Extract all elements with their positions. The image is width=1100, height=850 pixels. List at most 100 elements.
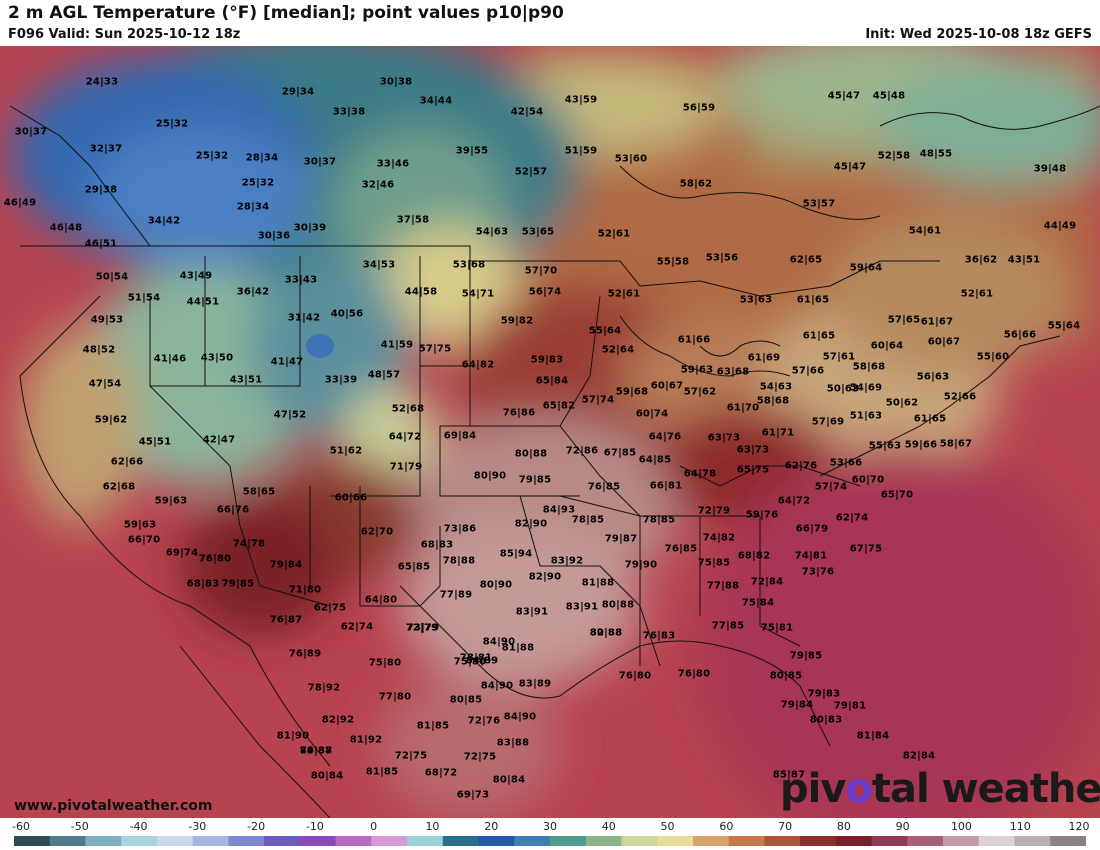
- point-value-label: 48|52: [82, 344, 116, 356]
- point-value-label: 58|68: [756, 395, 790, 407]
- point-value-label: 33|39: [324, 374, 358, 386]
- point-value-label: 39|48: [1033, 163, 1067, 175]
- point-value-label: 34|53: [362, 259, 396, 271]
- map-background: [0, 46, 1100, 818]
- point-value-label: 61|65: [802, 330, 836, 342]
- point-value-label: 61|67: [920, 316, 954, 328]
- temperature-map[interactable]: 24|33 29|34 30|38 34|44 43|59 56|59 45|47 45|48…: [0, 46, 1100, 818]
- point-value-label: 54|63: [475, 226, 509, 238]
- point-value-label: 79|84: [780, 699, 814, 711]
- point-value-label: 55|58: [656, 256, 690, 268]
- point-value-label: 53|56: [705, 252, 739, 264]
- point-value-label: 78|81: [459, 652, 493, 664]
- point-value-label: 79|85: [518, 474, 552, 486]
- point-value-label: 56|59: [682, 102, 716, 114]
- point-value-label: 84|90: [482, 636, 516, 648]
- color-bar-segment: [835, 836, 873, 846]
- point-value-label: 44|49: [1043, 220, 1077, 232]
- scale-tick-label: 100: [950, 820, 972, 833]
- point-value-label: 69|73: [456, 789, 490, 801]
- point-value-label: 64|80: [364, 594, 398, 606]
- point-value-label: 83|91: [565, 601, 599, 613]
- point-value-label: 79|85: [221, 578, 255, 590]
- point-value-label: 78|88: [442, 555, 476, 567]
- point-value-label: 57|69: [811, 416, 845, 428]
- point-value-label: 75|85: [697, 557, 731, 569]
- point-value-label: 65|85: [397, 561, 431, 573]
- point-value-label: 65|70: [880, 489, 914, 501]
- point-value-label: 47|52: [273, 409, 307, 421]
- point-value-label: 59|68: [615, 386, 649, 398]
- point-value-label: 45|47: [833, 161, 867, 173]
- point-value-label: 60|70: [851, 474, 885, 486]
- point-value-label: 58|62: [679, 178, 713, 190]
- point-value-label: 69|74: [165, 547, 199, 559]
- point-value-label: 60|67: [927, 336, 961, 348]
- point-value-label: 44|58: [404, 286, 438, 298]
- color-bar-segment: [621, 836, 658, 846]
- point-value-label: 25|32: [155, 118, 189, 130]
- point-value-label: 75|81: [760, 622, 794, 634]
- point-value-label: 41|46: [153, 353, 187, 365]
- point-value-label: 31|42: [287, 312, 321, 324]
- scale-tick-label: 0: [370, 820, 378, 833]
- point-value-label: 59|76: [745, 509, 779, 521]
- point-value-label: 61|69: [747, 352, 781, 364]
- point-value-label: 82|90: [514, 518, 548, 530]
- point-value-label: 28|34: [245, 152, 279, 164]
- point-value-label: 45|48: [872, 90, 906, 102]
- point-value-label: 53|66: [829, 457, 863, 469]
- point-value-label: 55|64: [1047, 320, 1081, 332]
- point-value-label: 52|64: [601, 344, 635, 356]
- point-value-label: 44|51: [186, 296, 220, 308]
- point-value-label: 49|53: [90, 314, 124, 326]
- point-value-label: 25|32: [241, 177, 275, 189]
- point-value-label: 57|66: [791, 365, 825, 377]
- point-value-label: 80|90: [479, 579, 513, 591]
- point-value-label: 65|84: [535, 375, 569, 387]
- point-value-label: 76|80: [198, 553, 232, 565]
- point-value-label: 61|71: [761, 427, 795, 439]
- scale-tick-label: 20: [484, 820, 499, 833]
- point-value-label: 25|32: [195, 150, 229, 162]
- point-value-label: 84|87: [299, 745, 333, 757]
- scale-tick-label: -30: [188, 820, 207, 833]
- map-header: 2 m AGL Temperature (°F) [median]; point…: [0, 0, 1100, 46]
- point-value-label: 72|84: [750, 576, 784, 588]
- point-value-label: 84|93: [542, 504, 576, 516]
- point-value-label: 56|63: [916, 371, 950, 383]
- point-value-label: 48|57: [367, 369, 401, 381]
- point-value-label: 50|62: [885, 397, 919, 409]
- point-value-label: 76|85: [587, 481, 621, 493]
- point-value-label: 79|87: [604, 533, 638, 545]
- color-bar-segment: [657, 836, 694, 846]
- point-value-label: 59|82: [500, 315, 534, 327]
- point-value-label: 54|61: [908, 225, 942, 237]
- point-value-label: 84|90: [503, 711, 537, 723]
- point-value-label: 48|55: [919, 148, 953, 160]
- point-value-label: 83|88: [496, 737, 530, 749]
- point-value-label: 64|72: [388, 431, 422, 443]
- point-value-label: 32|37: [89, 143, 123, 155]
- point-value-label: 72|75: [394, 750, 428, 762]
- point-value-label: 53|63: [739, 294, 773, 306]
- point-value-label: 50|54: [95, 271, 129, 283]
- point-value-label: 52|66: [943, 391, 977, 403]
- point-value-label: 73|86: [443, 523, 477, 535]
- point-value-label: 57|61: [822, 351, 856, 363]
- point-value-label: 33|43: [284, 274, 318, 286]
- point-value-label: 59|83: [530, 354, 564, 366]
- point-value-label: 85|94: [499, 548, 533, 560]
- point-value-label: 57|62: [683, 386, 717, 398]
- point-value-label: 34|42: [147, 215, 181, 227]
- point-value-label: 74|81: [794, 550, 828, 562]
- point-value-label: 83|91: [515, 606, 549, 618]
- point-value-label: 75|84: [741, 597, 775, 609]
- point-value-label: 47|54: [88, 378, 122, 390]
- point-value-label: 63|73: [736, 444, 770, 456]
- point-value-label: 51|59: [564, 145, 598, 157]
- point-value-label: 66|79: [795, 523, 829, 535]
- point-value-label: 62|74: [340, 621, 374, 633]
- point-value-label: 41|47: [270, 356, 304, 368]
- point-value-label: 76|85: [664, 543, 698, 555]
